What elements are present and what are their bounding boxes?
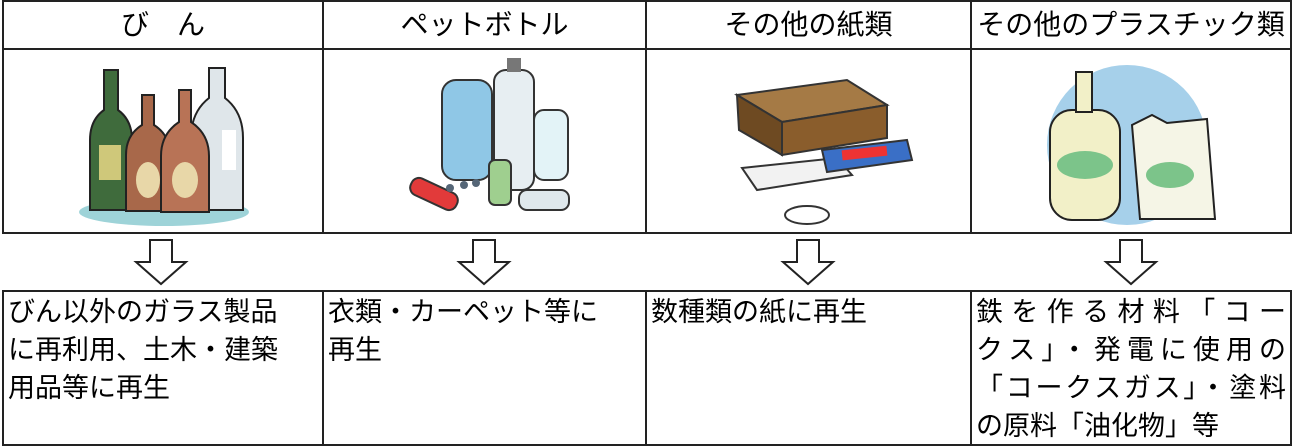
description-cell: 衣類・カーペット等に 再生 <box>322 290 647 446</box>
header-cell: び ん <box>2 0 324 50</box>
description-line: に再利用、土木・建築 <box>8 335 278 366</box>
description-line: 用品等に再生 <box>8 373 170 404</box>
image-cell <box>322 48 647 234</box>
description-line: びん以外のガラス製品 <box>8 297 278 328</box>
description-line: クス」・発電に使用の <box>976 335 1286 366</box>
description-line: 再生 <box>328 335 382 366</box>
description-line: 「コークスガス」・塗料 <box>976 373 1286 404</box>
header-cell: その他のプラスチック類 <box>970 0 1292 50</box>
image-cell <box>2 48 324 234</box>
description-line: 衣類・カーペット等に <box>328 297 598 328</box>
description-line: の原料「油化物」等 <box>976 411 1219 442</box>
bottles-illustration <box>79 67 249 226</box>
description-cell: 鉄を作る材料「コー クス」・発電に使用の 「コークスガス」・塗料 の原料「油化物」等 <box>970 290 1292 446</box>
image-cell <box>970 48 1292 234</box>
description-cell: びん以外のガラス製品 に再利用、土木・建築 用品等に再生 <box>2 290 324 446</box>
image-cell <box>645 48 972 234</box>
description-cell: 数種類の紙に再生 <box>645 290 972 446</box>
plastic-illustration <box>1047 65 1217 225</box>
arrows <box>133 239 1159 286</box>
description-line: 鉄を作る材料「コー <box>976 297 1286 328</box>
header-cell: その他の紙類 <box>645 0 972 50</box>
pet-bottles-illustration <box>409 58 570 212</box>
header-cell: ペットボトル <box>322 0 647 50</box>
paper-illustration <box>734 78 914 225</box>
description-line: 数種類の紙に再生 <box>651 297 867 328</box>
